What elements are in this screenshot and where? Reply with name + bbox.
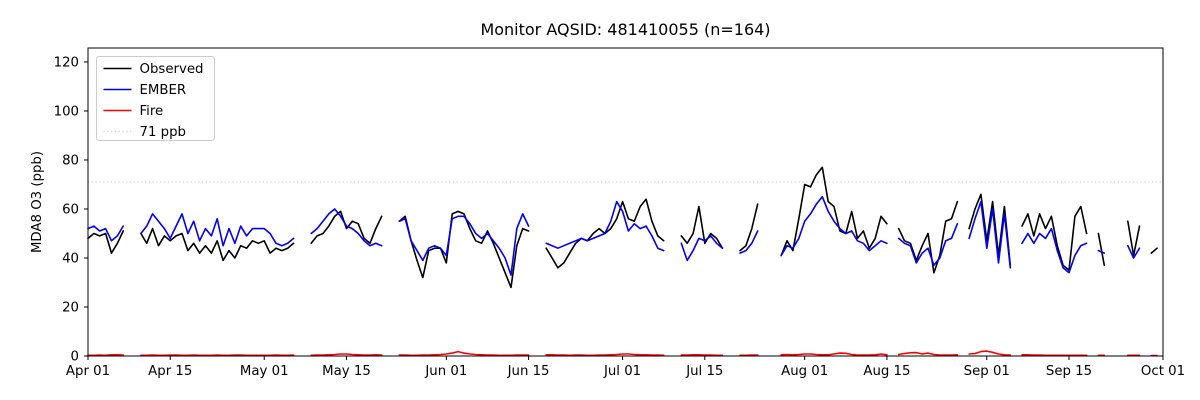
- legend-label-ember: EMBER: [140, 83, 187, 98]
- y-tick-label: 120: [54, 55, 79, 70]
- y-axis-label: MDA8 O3 (ppb): [30, 151, 45, 253]
- legend-box: [96, 56, 215, 141]
- x-tick-label: Apr 01: [66, 364, 110, 379]
- x-tick-label: Jul 15: [685, 364, 723, 379]
- x-tick-label: Jun 15: [507, 364, 550, 379]
- y-tick-label: 60: [62, 202, 79, 217]
- data-layer: [87, 166, 1163, 357]
- y-tick-label: 0: [71, 350, 79, 365]
- observed-line: [87, 166, 1158, 289]
- ticks-layer: Apr 01 Apr 15 May 01 May 15 Jun 01 Jun 15 Jul …: [54, 55, 1185, 379]
- legend-label-71-ppb: 71 ppb: [140, 125, 186, 140]
- y-tick-label: 40: [62, 251, 79, 266]
- legend-label-observed: Observed: [140, 62, 204, 77]
- x-tick-label: Jun 01: [424, 364, 467, 379]
- fire-line: [87, 350, 1158, 357]
- x-tick-label: Jul 01: [603, 364, 641, 379]
- axes-frame: [87, 47, 1164, 357]
- x-tick-label: May 15: [322, 364, 371, 379]
- x-tick-label: Aug 15: [863, 364, 910, 379]
- y-tick-label: 100: [54, 104, 79, 119]
- x-tick-label: May 01: [240, 364, 289, 379]
- legend-label-fire: Fire: [140, 104, 164, 119]
- x-tick-label: Oct 01: [1141, 364, 1185, 379]
- x-tick-label: Apr 15: [148, 364, 192, 379]
- y-tick-label: 20: [62, 300, 79, 315]
- y-tick-label: 80: [62, 153, 79, 168]
- x-tick-label: Aug 01: [781, 364, 828, 379]
- chart-title: Monitor AQSID: 481410055 (n=164): [480, 20, 770, 39]
- x-tick-label: Sep 15: [1046, 364, 1092, 379]
- x-tick-label: Sep 01: [964, 364, 1010, 379]
- legend: Observed EMBER Fire 71 ppb: [96, 56, 215, 141]
- ember-line: [87, 195, 1141, 276]
